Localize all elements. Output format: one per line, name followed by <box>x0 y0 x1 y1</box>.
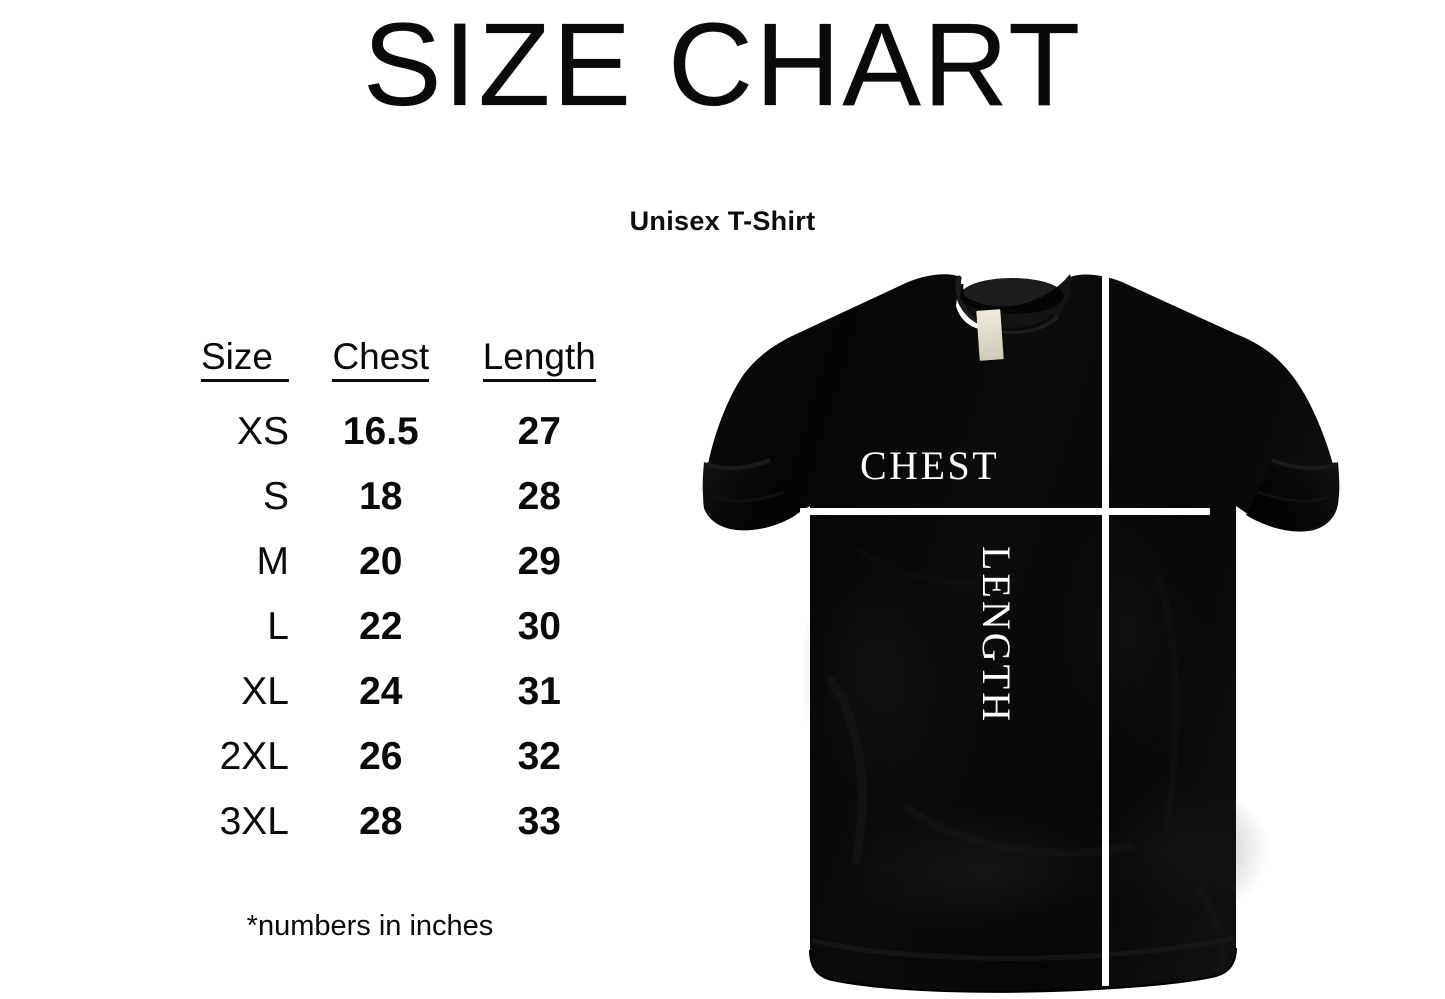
cell-size: 3XL <box>219 800 289 843</box>
cell-chest: 16.5 <box>342 410 419 453</box>
measurements-table: Size Chest Length XS 16.5 27 S <box>120 336 620 854</box>
cell-chest: 22 <box>359 605 403 648</box>
size-table: Size Chest Length XS 16.5 27 S <box>120 336 620 854</box>
right-sleeve <box>1246 458 1340 531</box>
left-sleeve <box>702 458 796 531</box>
page-title: SIZE CHART <box>362 0 1083 131</box>
cell-chest: 20 <box>359 540 403 583</box>
cell-chest: 28 <box>359 800 403 843</box>
column-header-length: Length <box>459 336 620 385</box>
length-measurement-line <box>1102 276 1109 986</box>
cell-length: 28 <box>517 475 561 518</box>
column-header-size-label: Size <box>200 337 289 382</box>
cell-chest: 26 <box>359 735 403 778</box>
cell-length: 31 <box>517 670 561 713</box>
cell-length: 32 <box>517 735 561 778</box>
column-header-chest-label: Chest <box>332 337 430 382</box>
length-measurement-label: LENGTH <box>974 546 1019 724</box>
units-footnote: *numbers in inches <box>246 910 494 942</box>
cell-chest: 18 <box>359 475 403 518</box>
cell-size: M <box>256 540 289 583</box>
table-row: 2XL 26 32 <box>120 724 620 789</box>
header-row: Size Chest Length <box>120 336 620 385</box>
brand-neck-tag <box>976 309 1004 361</box>
chest-measurement-line <box>800 508 1210 515</box>
column-header-size: Size <box>120 336 303 385</box>
cell-chest: 24 <box>359 670 403 713</box>
column-header-chest: Chest <box>303 336 459 385</box>
cell-size: XL <box>241 670 289 713</box>
fabric-folds <box>800 480 1270 976</box>
cell-length: 27 <box>517 410 561 453</box>
tshirt-illustration <box>702 274 1340 993</box>
cell-length: 29 <box>517 540 561 583</box>
table-row: S 18 28 <box>120 464 620 529</box>
cell-size: XS <box>236 410 289 453</box>
table-row: M 20 29 <box>120 529 620 594</box>
cell-size: 2XL <box>219 735 289 778</box>
table-row: XL 24 31 <box>120 659 620 724</box>
cell-size: S <box>262 475 289 518</box>
tshirt-photo: CHEST LENGTH <box>660 250 1360 999</box>
chest-measurement-label: CHEST <box>860 443 1000 488</box>
table-row: 3XL 28 33 <box>120 789 620 854</box>
cell-size: L <box>267 605 289 648</box>
table-row: L 22 30 <box>120 594 620 659</box>
cell-length: 30 <box>517 605 561 648</box>
table-body: XS 16.5 27 S 18 28 M 20 29 L 22 30 <box>120 385 620 854</box>
table-row: XS 16.5 27 <box>120 385 620 464</box>
cell-length: 33 <box>517 800 561 843</box>
column-header-length-label: Length <box>482 337 596 382</box>
shirt-hem <box>809 935 1237 993</box>
table-header: Size Chest Length <box>120 336 620 385</box>
garment-subtitle: Unisex T-Shirt <box>629 206 816 236</box>
